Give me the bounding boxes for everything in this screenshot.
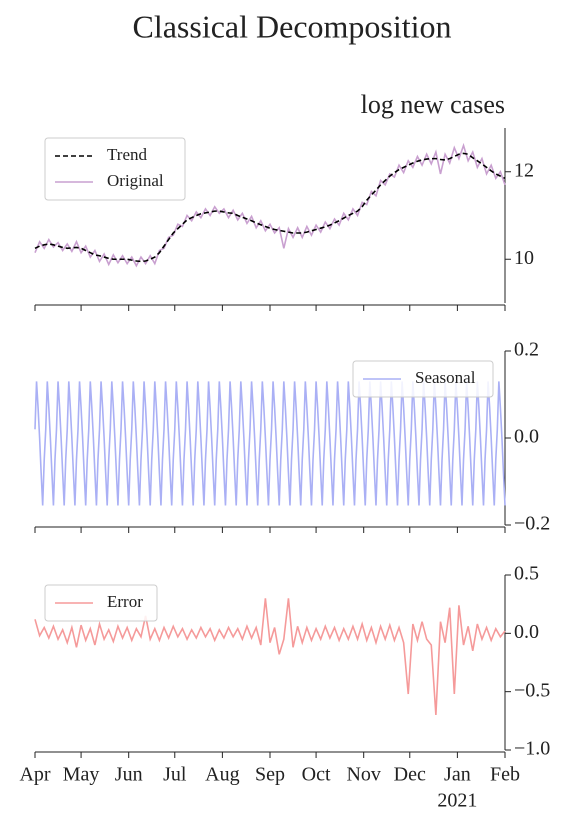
x-tick-label: Aug — [205, 764, 239, 786]
legend-box — [44, 584, 158, 622]
series-line — [34, 152, 506, 263]
x-tick-label: Jul — [163, 764, 187, 786]
legend-label: Original — [107, 171, 164, 190]
y-tick-label: 0.5 — [514, 563, 539, 585]
y-tick-label: 12 — [514, 159, 534, 181]
legend-label: Error — [107, 592, 143, 611]
legend-label: Seasonal — [415, 368, 476, 387]
x-tick-label: Feb — [490, 764, 520, 786]
y-tick-label: 0.0 — [514, 426, 539, 448]
x-tick-label: Dec — [394, 764, 426, 786]
y-tick-label: −1.0 — [514, 738, 550, 760]
x-tick-label: Apr — [19, 764, 50, 786]
legend-box — [44, 137, 186, 201]
series-line — [34, 598, 506, 716]
x-tick-label: Jun — [115, 764, 143, 786]
x-tick-label: Sep — [255, 764, 285, 786]
x-tick-label: May — [63, 764, 100, 786]
series-line — [34, 142, 506, 268]
x-tick-label: Jan — [444, 764, 471, 786]
annotation: 2021 — [437, 790, 477, 812]
x-tick-label: Nov — [346, 764, 380, 786]
legend-label: Trend — [107, 145, 147, 164]
axes-title: log new cases — [361, 90, 505, 119]
y-tick-label: 0.2 — [514, 339, 539, 361]
series-line — [34, 381, 506, 506]
y-tick-label: 10 — [514, 247, 534, 269]
legend-box — [352, 360, 494, 398]
y-tick-label: −0.2 — [514, 513, 550, 535]
x-tick-label: Oct — [302, 764, 331, 786]
y-tick-label: −0.5 — [514, 679, 550, 701]
figure-title: Classical Decomposition — [132, 8, 451, 44]
y-tick-label: 0.0 — [514, 621, 539, 643]
